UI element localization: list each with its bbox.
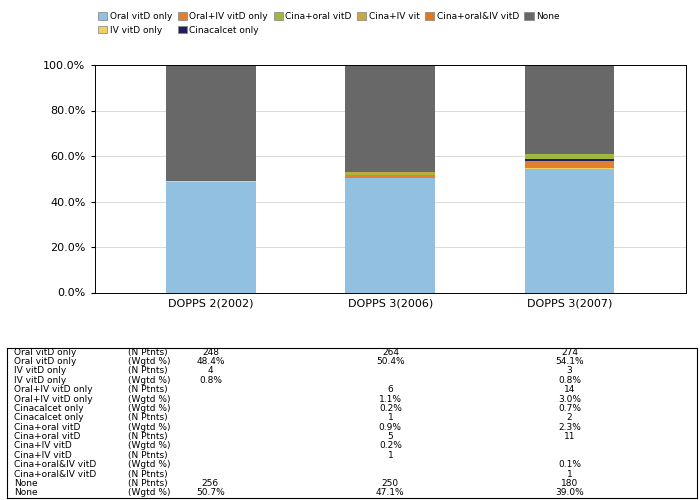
Bar (345, 178, 435, 292)
Text: 3: 3 (567, 366, 573, 376)
Text: (Wgtd %): (Wgtd %) (127, 376, 170, 385)
Text: 3.0%: 3.0% (558, 394, 581, 404)
Text: 54.1%: 54.1% (555, 357, 584, 366)
Text: 1: 1 (388, 414, 393, 422)
Text: 0.8%: 0.8% (558, 376, 581, 385)
Text: 256: 256 (202, 479, 219, 488)
Text: 0.2%: 0.2% (379, 442, 402, 450)
Text: 0.8%: 0.8% (199, 376, 222, 385)
Text: 2.3%: 2.3% (558, 422, 581, 432)
Bar (166, 180, 256, 182)
Legend: Oral vitD only, IV vitD only, Oral+IV vitD only, Cinacalcet only, Cina+oral vitD: Oral vitD only, IV vitD only, Oral+IV vi… (95, 10, 563, 38)
Text: 1: 1 (567, 470, 573, 478)
Text: 2: 2 (567, 414, 573, 422)
Bar (525, 168, 615, 170)
Text: Cina+oral&IV vitD: Cina+oral&IV vitD (14, 460, 96, 469)
Bar (345, 173, 435, 175)
Text: 274: 274 (561, 348, 578, 356)
Text: (N Ptnts): (N Ptnts) (127, 479, 167, 488)
Text: (Wgtd %): (Wgtd %) (127, 422, 170, 432)
Text: 180: 180 (561, 479, 578, 488)
Text: 48.4%: 48.4% (196, 357, 225, 366)
Bar (166, 65, 256, 180)
Text: 50.7%: 50.7% (196, 488, 225, 498)
Text: (Wgtd %): (Wgtd %) (127, 357, 170, 366)
Text: (N Ptnts): (N Ptnts) (127, 348, 167, 356)
Bar (345, 176, 435, 178)
Text: 248: 248 (202, 348, 219, 356)
Text: 0.1%: 0.1% (558, 460, 581, 469)
Bar (525, 170, 615, 292)
Text: (N Ptnts): (N Ptnts) (127, 414, 167, 422)
Text: 11: 11 (564, 432, 575, 441)
Text: (N Ptnts): (N Ptnts) (127, 470, 167, 478)
Text: 50.4%: 50.4% (376, 357, 405, 366)
Text: IV vitD only: IV vitD only (14, 366, 66, 376)
Text: (Wgtd %): (Wgtd %) (127, 460, 170, 469)
Text: Oral vitD only: Oral vitD only (14, 348, 76, 356)
Text: 1: 1 (388, 451, 393, 460)
Text: Cina+oral vitD: Cina+oral vitD (14, 422, 80, 432)
Text: Cina+IV vitD: Cina+IV vitD (14, 442, 71, 450)
Text: (Wgtd %): (Wgtd %) (127, 488, 170, 498)
Text: 0.9%: 0.9% (379, 422, 402, 432)
Text: (Wgtd %): (Wgtd %) (127, 404, 170, 413)
Text: 0.2%: 0.2% (379, 404, 402, 413)
Text: Cina+oral&IV vitD: Cina+oral&IV vitD (14, 470, 96, 478)
Text: (N Ptnts): (N Ptnts) (127, 366, 167, 376)
Text: 39.0%: 39.0% (555, 488, 584, 498)
Bar (166, 182, 256, 292)
Text: None: None (14, 479, 38, 488)
Text: Oral+IV vitD only: Oral+IV vitD only (14, 394, 92, 404)
Text: 6: 6 (388, 385, 393, 394)
Bar (525, 65, 615, 154)
Text: Cina+IV vitD: Cina+IV vitD (14, 451, 71, 460)
Bar (525, 159, 615, 161)
Text: (N Ptnts): (N Ptnts) (127, 432, 167, 441)
Text: 14: 14 (564, 385, 575, 394)
Text: Oral+IV vitD only: Oral+IV vitD only (14, 385, 92, 394)
Text: Oral vitD only: Oral vitD only (14, 357, 76, 366)
Text: 1.1%: 1.1% (379, 394, 402, 404)
Text: (N Ptnts): (N Ptnts) (127, 385, 167, 394)
Text: (Wgtd %): (Wgtd %) (127, 442, 170, 450)
Bar (345, 65, 435, 172)
Text: 250: 250 (382, 479, 399, 488)
Text: Cinacalcet only: Cinacalcet only (14, 414, 83, 422)
Bar (525, 161, 615, 168)
Text: Cina+oral vitD: Cina+oral vitD (14, 432, 80, 441)
Text: IV vitD only: IV vitD only (14, 376, 66, 385)
Text: (Wgtd %): (Wgtd %) (127, 394, 170, 404)
Text: 47.1%: 47.1% (376, 488, 405, 498)
Bar (525, 154, 615, 159)
Text: 5: 5 (388, 432, 393, 441)
Text: None: None (14, 488, 38, 498)
Text: 0.7%: 0.7% (558, 404, 581, 413)
Text: 264: 264 (382, 348, 399, 356)
Text: (N Ptnts): (N Ptnts) (127, 451, 167, 460)
Text: Cinacalcet only: Cinacalcet only (14, 404, 83, 413)
Text: 4: 4 (208, 366, 213, 376)
